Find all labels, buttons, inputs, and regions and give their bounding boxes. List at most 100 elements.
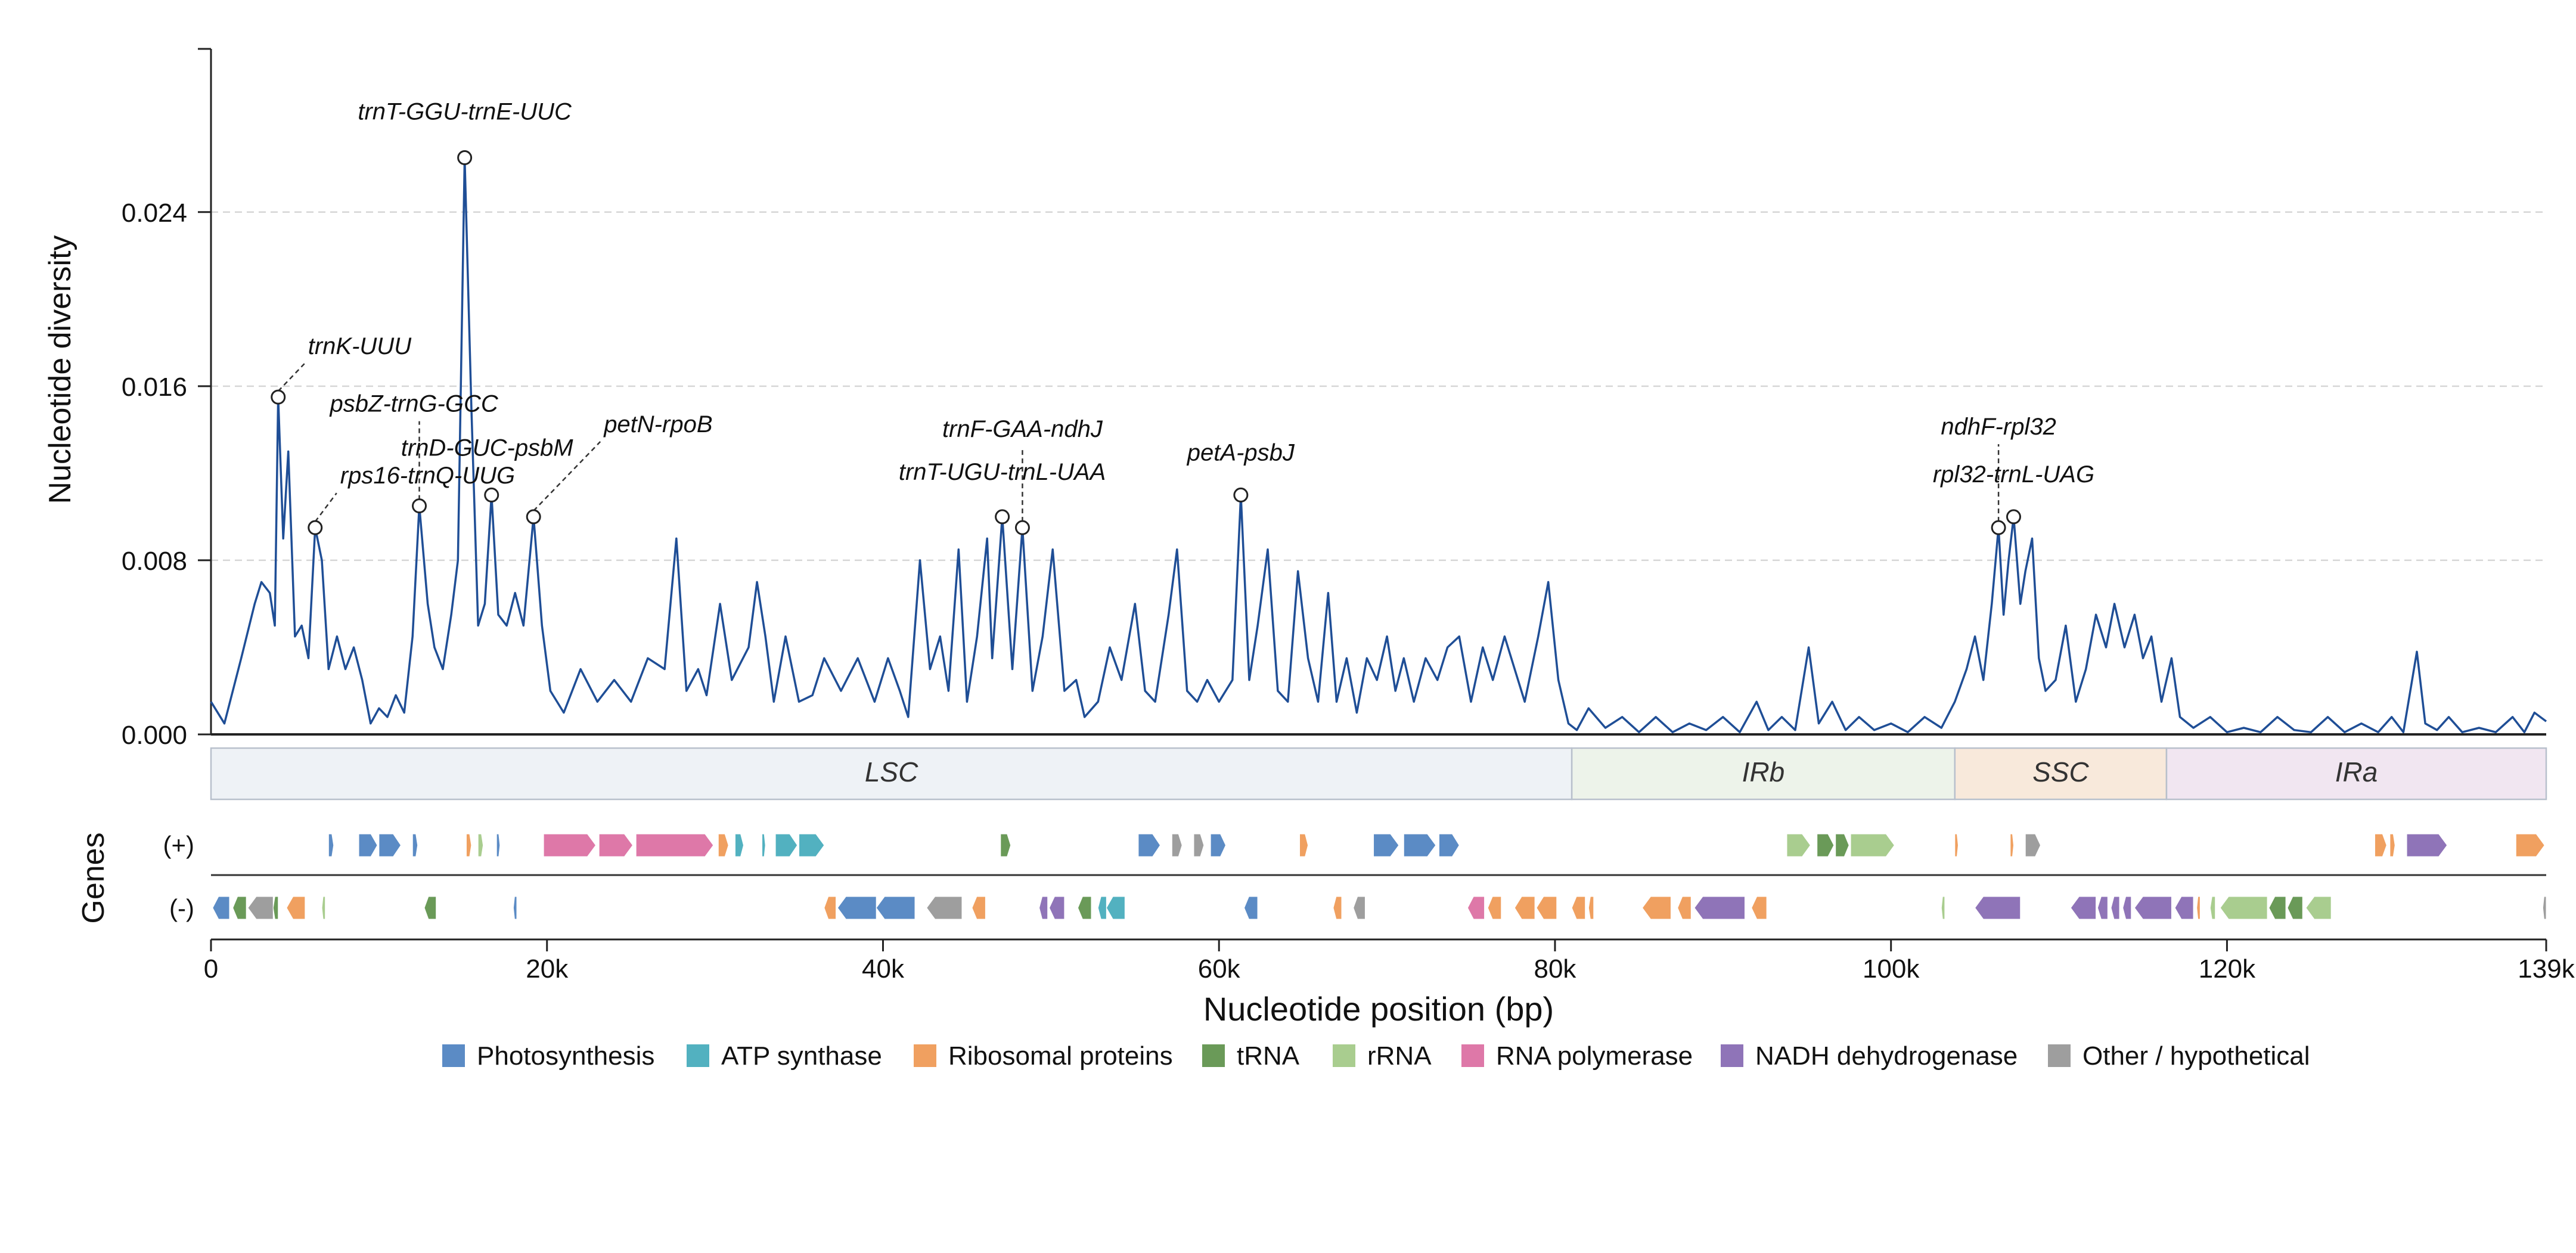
- gene-block: [1817, 833, 1835, 857]
- gene-block: [232, 896, 247, 920]
- y-axis-title: Nucleotide diversity: [43, 235, 77, 504]
- gene-block: [2209, 896, 2216, 920]
- legend-label: Ribosomal proteins: [948, 1041, 1173, 1071]
- gene-block: [2389, 833, 2395, 857]
- gene-block: [837, 896, 877, 920]
- peak-marker: [412, 498, 427, 514]
- gene-block: [799, 833, 825, 857]
- peak-marker: [484, 487, 499, 503]
- gene-block: [2174, 896, 2194, 920]
- gene-block: [328, 833, 334, 857]
- gene-block: [1467, 896, 1485, 920]
- gene-blocks: [212, 833, 2547, 920]
- x-tick-label: 0: [204, 954, 218, 984]
- gene-block: [1138, 833, 1161, 857]
- gene-block: [2025, 833, 2041, 857]
- gene-block: [2542, 896, 2547, 920]
- gene-block: [2196, 896, 2201, 920]
- gene-block: [1299, 833, 1309, 857]
- peak-label: trnT-UGU-trnL-UAA: [899, 459, 1106, 485]
- gene-block: [734, 833, 744, 857]
- y-tick-label: 0.000: [122, 721, 187, 750]
- gene-block: [775, 833, 798, 857]
- legend-swatch: [1333, 1044, 1355, 1067]
- diversity-line-layer: [210, 156, 2547, 734]
- region-label: LSC: [865, 756, 918, 787]
- x-tick-label: 80k: [1534, 954, 1576, 984]
- minus-strand-label: (-): [169, 894, 194, 922]
- x-tick-label: 120k: [2199, 954, 2256, 984]
- gene-block: [1097, 896, 1107, 920]
- peak-marker: [1991, 520, 2006, 535]
- gene-block: [1039, 896, 1048, 920]
- gene-block: [412, 833, 418, 857]
- x-tick-label: 40k: [862, 954, 905, 984]
- gene-block: [1835, 833, 1849, 857]
- peak-marker: [995, 509, 1010, 525]
- peak-label: petN-rpoB: [603, 411, 712, 438]
- gene-block: [2515, 833, 2545, 857]
- genes-track-title: Genes: [76, 832, 111, 923]
- gene-block: [513, 896, 517, 920]
- legend-swatch: [914, 1044, 936, 1067]
- gene-block: [1048, 896, 1065, 920]
- gene-block: [2070, 896, 2097, 920]
- gene-block: [2406, 833, 2448, 857]
- gene-block: [972, 896, 986, 920]
- gene-block: [1000, 833, 1011, 857]
- gene-block: [1641, 896, 1671, 920]
- annotation-leader: [314, 492, 337, 522]
- peak-label: psbZ-trnG-GCC: [330, 391, 499, 417]
- region-label: SSC: [2032, 756, 2089, 787]
- x-tick-label: 20k: [526, 954, 569, 984]
- peak-annotations: trnK-UUU rps16-trnQ-UUG psbZ-trnG-GCC trnT-…: [271, 99, 2094, 535]
- plus-strand-label: (+): [163, 831, 195, 859]
- gene-block: [496, 833, 501, 857]
- region-label: IRb: [1742, 756, 1785, 787]
- gene-block: [824, 896, 837, 920]
- gene-block: [2111, 896, 2120, 920]
- y-tick-label: 0.016: [122, 373, 187, 402]
- gene-block: [1751, 896, 1767, 920]
- gene-block: [1353, 896, 1365, 920]
- gene-block: [1694, 896, 1745, 920]
- y-axis: 0.000 0.008 0.016 0.024: [122, 48, 2546, 750]
- gene-block: [1536, 896, 1557, 920]
- gene-block: [1373, 833, 1399, 857]
- region-ira: [2165, 747, 2547, 801]
- peak-marker: [1014, 520, 1030, 535]
- gene-block: [1077, 896, 1092, 920]
- gene-block: [2374, 833, 2387, 857]
- gene-block: [1193, 833, 1205, 857]
- peak-label: trnT-GGU-trnE-UUC: [358, 99, 572, 125]
- gene-block: [2287, 896, 2303, 920]
- gene-block: [2268, 896, 2286, 920]
- legend-swatch: [687, 1044, 709, 1067]
- legend-label: RNA polymerase: [1496, 1041, 1693, 1071]
- gene-block: [2220, 896, 2268, 920]
- gene-block: [1171, 833, 1183, 857]
- gene-block: [1487, 896, 1502, 920]
- gene-block: [926, 896, 963, 920]
- gene-block: [247, 896, 274, 920]
- gene-block: [1438, 833, 1460, 857]
- legend-swatch: [442, 1044, 465, 1067]
- peak-label: ndhF-rpl32: [1941, 414, 2056, 440]
- peak-label: rpl32-trnL-UAG: [1933, 461, 2094, 488]
- gene-block: [1243, 896, 1258, 920]
- peak-marker: [526, 509, 541, 525]
- diversity-line: [210, 156, 2547, 734]
- gene-block: [1514, 896, 1535, 920]
- gene-block: [1786, 833, 1811, 857]
- gene-block: [2134, 896, 2172, 920]
- gene-block: [2097, 896, 2108, 920]
- peak-label: trnD-GUC-psbM: [401, 435, 574, 461]
- legend-label: NADH dehydrogenase: [1755, 1041, 2018, 1071]
- gene-block: [1106, 896, 1125, 920]
- gene-block: [477, 833, 484, 857]
- gene-block: [1588, 896, 1594, 920]
- legend: Photosynthesis ATP synthase Ribosomal prot…: [442, 1041, 2310, 1071]
- legend-label: ATP synthase: [721, 1041, 882, 1071]
- gene-block: [358, 833, 378, 857]
- peak-label: trnF-GAA-ndhJ: [942, 416, 1103, 442]
